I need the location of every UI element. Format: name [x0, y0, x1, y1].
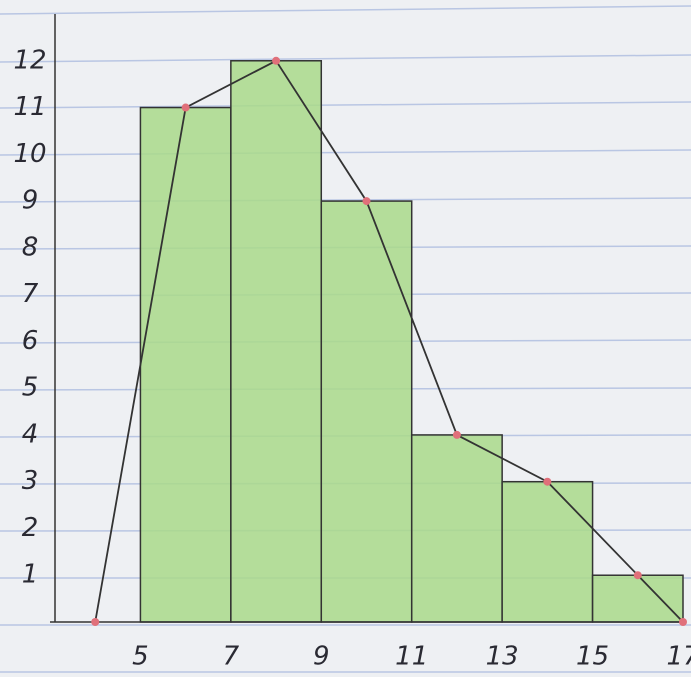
x-tick-label: 13 — [486, 642, 519, 672]
y-tick-label: 12 — [13, 45, 46, 75]
y-tick-label: 7 — [22, 279, 39, 309]
polygon-point — [453, 431, 461, 439]
y-tick-label: 11 — [13, 92, 46, 122]
y-tick-label: 5 — [22, 373, 39, 403]
polygon-point — [272, 57, 280, 65]
bar — [593, 575, 683, 622]
chart: 12345678910111257911131517 — [0, 0, 691, 677]
x-tick-label: 7 — [223, 642, 240, 672]
polygon-point — [679, 618, 687, 626]
x-tick-label: 15 — [576, 642, 609, 672]
bar — [231, 61, 321, 622]
bar — [412, 435, 502, 622]
x-tick-label: 9 — [313, 642, 330, 672]
x-tick-label: 11 — [395, 642, 428, 672]
bar — [502, 482, 592, 622]
polygon-point — [634, 571, 642, 579]
y-tick-label: 4 — [22, 419, 39, 449]
polygon-point — [543, 478, 551, 486]
y-tick-label: 10 — [13, 139, 46, 169]
x-tick-label: 17 — [666, 642, 691, 672]
bar — [140, 108, 230, 622]
bar — [321, 201, 411, 622]
y-tick-label: 3 — [22, 466, 39, 496]
x-tick-label: 5 — [132, 642, 149, 672]
polygon-point — [363, 197, 371, 205]
y-tick-label: 6 — [22, 326, 39, 356]
y-tick-label: 8 — [22, 232, 39, 262]
polygon-point — [182, 104, 190, 112]
y-tick-label: 9 — [22, 186, 39, 216]
y-tick-label: 1 — [22, 560, 39, 590]
y-tick-label: 2 — [22, 513, 39, 543]
polygon-point — [91, 618, 99, 626]
